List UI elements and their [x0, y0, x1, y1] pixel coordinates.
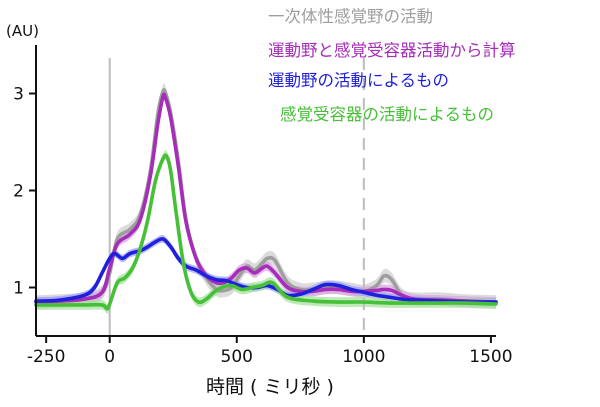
legend-entry-4: 感覚受容器の活動によるもの [280, 105, 494, 124]
series-lines [34, 88, 498, 311]
x-tick-label: -250 [27, 347, 66, 367]
legend-entry-1: 一次体性感覚野の活動 [268, 7, 433, 26]
x-tick-label: 1500 [469, 347, 512, 367]
line-series-4 [34, 153, 498, 311]
legend: 一次体性感覚野の活動運動野と感覚受容器活動から計算運動野の活動によるもの感覚受容… [268, 7, 516, 124]
line-series-3 [34, 237, 498, 304]
y-tick-label: 1 [13, 279, 24, 299]
x-tick-label: 500 [221, 347, 253, 367]
legend-entry-2: 運動野と感覚受容器活動から計算 [268, 41, 516, 60]
x-axis-label: 時間 ( ミリ秒 ) [206, 376, 334, 398]
y-tick-label: 2 [13, 182, 24, 202]
y-axis-unit-label: (AU) [6, 22, 39, 40]
line-series-2 [34, 92, 498, 304]
y-ticks: 1 2 3 [13, 85, 36, 299]
x-tick-label: 0 [104, 347, 115, 367]
legend-entry-3: 運動野の活動によるもの [268, 71, 449, 90]
x-tick-label: 1000 [342, 347, 385, 367]
band-series-2 [36, 89, 496, 307]
y-tick-label: 3 [13, 85, 24, 105]
line-series-1 [34, 88, 498, 304]
x-ticks: -250 0 500 1000 1500 [27, 336, 513, 367]
band-series-4 [36, 150, 496, 314]
